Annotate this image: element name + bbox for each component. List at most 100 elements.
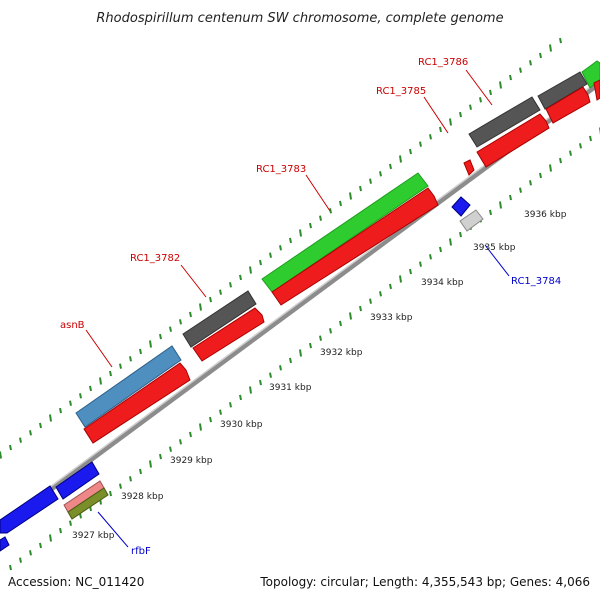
tick-mark <box>349 192 352 200</box>
cds-reverse-blue-2[interactable] <box>0 485 59 534</box>
tick-mark <box>399 155 402 163</box>
leader-rfbF <box>97 511 129 548</box>
tick-mark <box>329 328 332 334</box>
tick-mark <box>149 460 152 468</box>
gene-labels: asnB RC1_3782 RC1_3783 RC1_3785 RC1_3786… <box>60 57 561 557</box>
cds-RC1_3783[interactable] <box>271 187 439 306</box>
tick-mark <box>149 340 152 348</box>
tick-mark <box>189 311 192 318</box>
tick-mark <box>419 261 422 267</box>
cds-RC1_3784-blue[interactable] <box>451 196 471 217</box>
kbp-label: 3933 kbp <box>370 313 413 323</box>
tick-mark <box>209 296 212 303</box>
label-RC1_3786[interactable]: RC1_3786 <box>418 57 468 68</box>
tick-mark <box>219 289 222 295</box>
kbp-label: 3931 kbp <box>269 383 312 393</box>
tick-mark <box>409 148 412 155</box>
gene-RC1_3783-feature[interactable] <box>261 172 429 293</box>
topology-text: Topology: circular; Length: 4,355,543 bp… <box>259 575 590 589</box>
tick-mark <box>319 215 322 221</box>
tick-mark <box>229 402 232 408</box>
tick-mark <box>559 157 562 164</box>
tick-mark <box>9 444 12 451</box>
tick-mark <box>319 335 322 341</box>
tick-mark <box>189 431 192 438</box>
tick-mark <box>79 393 82 399</box>
label-RC1_3785[interactable]: RC1_3785 <box>376 86 426 97</box>
gene-RC1_3785-grey-feature[interactable] <box>468 96 541 148</box>
leader-RC1_3785 <box>423 96 449 134</box>
tick-mark <box>359 305 362 312</box>
tick-mark <box>199 303 202 311</box>
tick-mark <box>39 542 42 549</box>
cds-RC1_3786-b[interactable] <box>593 79 600 101</box>
gene-RC1_3786-feature[interactable] <box>581 60 600 89</box>
label-leaders <box>85 69 510 548</box>
tick-mark <box>199 423 202 431</box>
cds-reverse-blue-1[interactable] <box>55 461 100 500</box>
label-rfbF[interactable]: rfbF <box>131 546 151 557</box>
tick-mark <box>49 414 52 422</box>
cds-rfbF-olive[interactable] <box>67 487 109 520</box>
tick-mark <box>449 118 452 126</box>
tick-mark <box>419 141 422 147</box>
tick-mark <box>239 274 242 281</box>
tick-mark <box>169 326 172 332</box>
gene-asnB-feature[interactable] <box>75 345 182 428</box>
gene-RC1_3782-feature[interactable] <box>182 290 257 348</box>
tick-mark <box>559 37 562 44</box>
leader-asnB <box>85 329 113 368</box>
tick-mark <box>249 386 252 394</box>
label-RC1_3783[interactable]: RC1_3783 <box>256 164 306 175</box>
tick-mark <box>299 229 302 237</box>
kbp-label: 3929 kbp <box>170 456 213 466</box>
tick-mark <box>489 89 492 96</box>
tick-mark <box>279 245 282 251</box>
tick-mark <box>439 126 442 133</box>
label-RC1_3782[interactable]: RC1_3782 <box>130 253 180 264</box>
tick-mark <box>479 97 482 103</box>
tick-mark <box>289 357 292 364</box>
tick-mark <box>249 266 252 274</box>
cds-RC1_3782[interactable] <box>192 307 265 362</box>
tick-mark <box>579 143 582 149</box>
tick-mark <box>359 185 362 192</box>
tick-mark <box>439 246 442 253</box>
tick-mark <box>299 349 302 357</box>
label-asnB[interactable]: asnB <box>60 320 85 331</box>
tick-mark <box>379 291 382 297</box>
tick-mark <box>269 372 272 378</box>
cds-reverse-blue-3[interactable] <box>0 536 10 552</box>
tick-mark <box>459 231 462 238</box>
tick-mark <box>529 60 532 66</box>
cds-RC1_3785-b[interactable] <box>476 113 550 168</box>
gene-track-reverse <box>0 196 484 552</box>
gene-RC1_3786-grey-feature[interactable] <box>537 71 588 110</box>
tick-mark <box>449 238 452 246</box>
tick-mark <box>159 333 162 340</box>
tick-mark <box>209 416 212 423</box>
label-RC1_3784[interactable]: RC1_3784 <box>511 276 561 287</box>
cds-RC1_3786[interactable] <box>545 86 591 124</box>
tick-mark <box>139 468 142 475</box>
cds-asnB[interactable] <box>83 362 191 444</box>
tick-mark <box>129 356 132 362</box>
tick-mark <box>59 407 62 414</box>
tick-mark <box>279 365 282 371</box>
leader-RC1_3783 <box>305 174 331 212</box>
tick-mark <box>169 446 172 452</box>
cds-RC1_3784-grey[interactable] <box>459 209 484 232</box>
tick-mark <box>0 451 2 459</box>
kbp-labels: 3927 kbp 3928 kbp 3929 kbp 3930 kbp 3931… <box>72 210 567 541</box>
cds-RC1_3785[interactable] <box>463 159 475 176</box>
tick-mark <box>389 163 392 170</box>
kbp-label: 3930 kbp <box>220 420 263 430</box>
kbp-label: 3932 kbp <box>320 348 363 358</box>
tick-mark <box>29 550 32 556</box>
tick-mark <box>569 150 572 156</box>
tick-mark <box>19 557 22 563</box>
tick-mark <box>9 564 12 571</box>
tick-mark <box>269 252 272 258</box>
tick-mark <box>259 379 262 386</box>
